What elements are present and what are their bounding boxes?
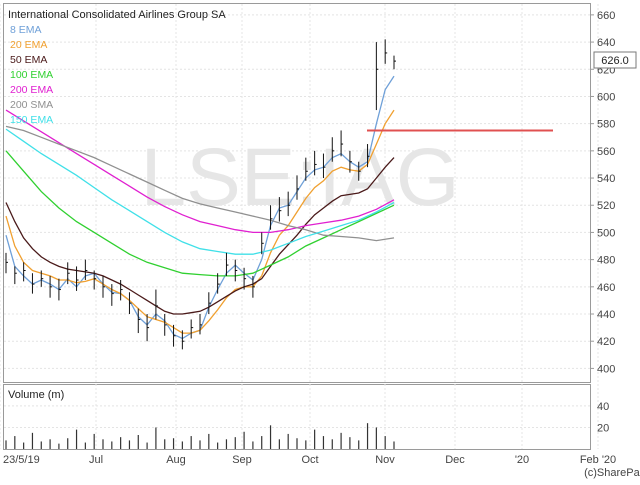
price-tick-label: 480 — [597, 255, 615, 267]
month-label: Feb '20 — [580, 454, 616, 466]
chart-title: International Consolidated Airlines Grou… — [8, 9, 226, 21]
legend-item-8-ema: 8 EMA — [10, 24, 42, 36]
volume-tick-label: 40 — [597, 401, 609, 413]
volume-tick-label: 20 — [597, 422, 609, 434]
legend: 8 EMA 20 EMA 50 EMA 100 EMA 200 EMA 200 SMA 15… — [10, 24, 53, 126]
month-label: Jul — [89, 454, 103, 466]
credit: (c)SharePad — [584, 467, 640, 479]
series-line-150-ema — [5, 128, 395, 255]
legend-item-100-ema: 100 EMA — [10, 69, 53, 81]
legend-item-50-ema: 50 EMA — [10, 54, 47, 66]
series-line-200-ema — [5, 109, 395, 234]
price-tick-label: 460 — [597, 282, 615, 294]
price-tick-label: 600 — [597, 91, 615, 103]
legend-item-150-ema: 150 EMA — [10, 114, 53, 126]
price-tick-label: 500 — [597, 227, 615, 239]
price-tick-label: 520 — [597, 200, 615, 212]
month-label: Sep — [232, 454, 252, 466]
plot-marks — [5, 39, 553, 449]
series-line-200-sma — [5, 125, 395, 242]
price-tick-label: 580 — [597, 119, 615, 131]
price-tick-label: 440 — [597, 309, 615, 321]
watermark: LSE:IAG — [140, 132, 459, 223]
last-price-label: 626.0 — [601, 55, 629, 67]
month-label: Dec — [445, 454, 465, 466]
volume-label: Volume (m) — [8, 389, 64, 401]
legend-item-200-sma: 200 SMA — [10, 99, 53, 111]
month-label: '20 — [515, 454, 529, 466]
start-date-label: 23/5/19 — [3, 454, 40, 466]
legend-item-20-ema: 20 EMA — [10, 39, 47, 51]
month-label: Nov — [375, 454, 395, 466]
price-tick-label: 540 — [597, 173, 615, 185]
price-axis: 4004204404604805005205405605806006206406… — [590, 10, 615, 375]
series-line-50-ema — [5, 157, 395, 315]
legend-item-200-ema: 200 EMA — [10, 84, 53, 96]
price-tick-label: 400 — [597, 363, 615, 375]
price-tick-label: 640 — [597, 37, 615, 49]
price-tick-label: 660 — [597, 10, 615, 22]
time-axis: 23/5/19 Jul Aug Sep Oct Nov Dec '20 Feb '20 — [3, 454, 616, 466]
price-tick-label: 560 — [597, 146, 615, 158]
grid — [0, 4, 599, 449]
month-label: Oct — [301, 454, 318, 466]
last-price-box — [593, 51, 637, 69]
month-label: Aug — [166, 454, 186, 466]
price-tick-label: 420 — [597, 336, 615, 348]
